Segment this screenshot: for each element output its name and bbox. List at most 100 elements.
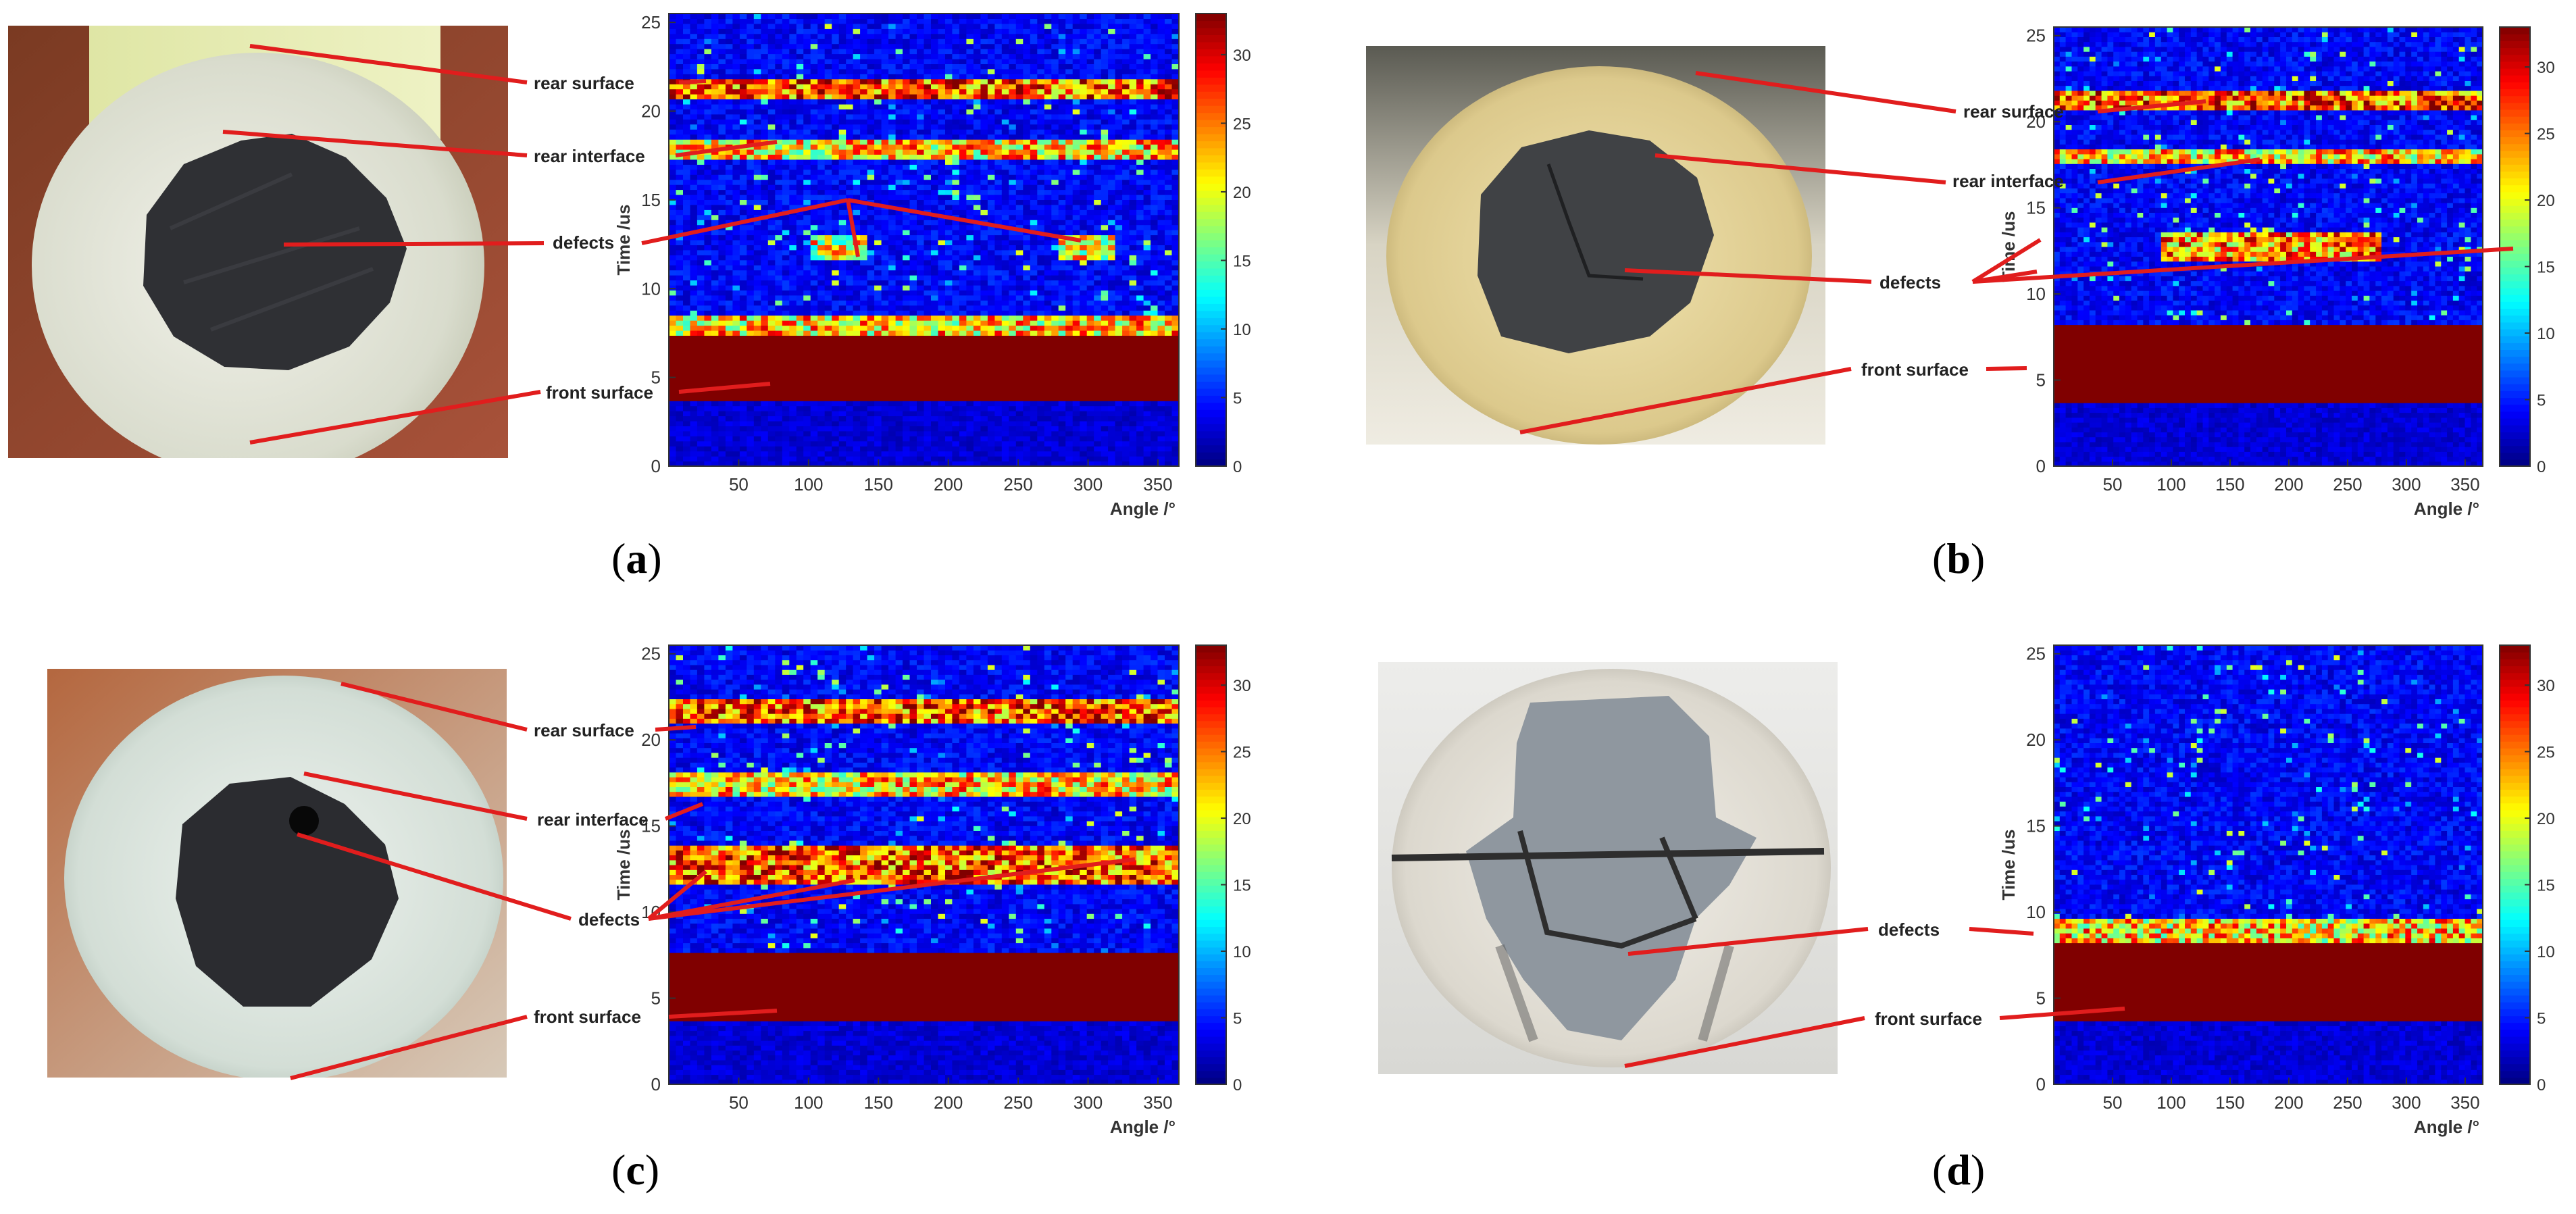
- x-tick-label: 200: [2274, 474, 2303, 495]
- x-tick-label: 250: [2333, 1092, 2362, 1113]
- x-tick-label: 50: [2103, 1092, 2123, 1113]
- label-front-surface-b: front surface: [1861, 359, 1969, 380]
- colorbar-tick-label: 10: [1233, 943, 1251, 961]
- x-tick-label: 50: [729, 474, 749, 495]
- colorbar-tick-label: 15: [1233, 252, 1251, 270]
- y-axis-label: Time /us: [1998, 211, 2019, 282]
- colorbar-tick-label: 5: [1233, 389, 1242, 407]
- panel-label-a: (a): [611, 534, 662, 584]
- x-tick-label: 350: [2450, 474, 2479, 495]
- label-rear-interface-b: rear interface: [1952, 171, 2064, 191]
- x-tick-label: 300: [2392, 474, 2421, 495]
- x-tick-label: 300: [2392, 1092, 2421, 1113]
- label-rear-surface-c: rear surface: [534, 720, 634, 740]
- y-tick-label: 10: [2026, 284, 2046, 304]
- y-tick-label: 15: [2026, 816, 2046, 836]
- heatmap-d: 50 100 150 200 250 300 350 0 5 10 15 20 25 Angle /° Ti…: [1979, 632, 2574, 1145]
- colorbar: [2500, 27, 2530, 467]
- y-tick-label: 0: [2036, 456, 2046, 476]
- label-front-surface-d: front surface: [1875, 1009, 1982, 1029]
- annotation-labels-b: rear surface rear interface defects fron…: [1861, 101, 2064, 380]
- colorbar-tick-label: 5: [2537, 1010, 2546, 1028]
- panel-label-d: (d): [1932, 1145, 1985, 1195]
- colorbar-frame: [1195, 13, 1227, 467]
- colorbar-tick-label: 20: [2537, 192, 2555, 210]
- x-tick-label: 100: [794, 474, 823, 495]
- y-tick-label: 10: [641, 278, 661, 299]
- x-axis-label: Angle /°: [2414, 499, 2479, 519]
- x-tick-label: 250: [2333, 474, 2362, 495]
- colorbar-tick-label: 20: [2537, 810, 2555, 828]
- y-tick-label: 0: [2036, 1074, 2046, 1094]
- label-front-surface-a: front surface: [546, 382, 653, 403]
- plot-frame: [668, 13, 1180, 467]
- heatmap-b: 50 100 150 200 250 300 350 0 5 10 15 20 25 Angle /° Ti…: [1979, 14, 2574, 527]
- heatmap-cells: [669, 645, 1180, 1085]
- x-tick-label: 350: [1143, 1092, 1172, 1113]
- photo-d: [1378, 662, 1838, 1074]
- y-tick-label: 25: [2026, 644, 2046, 664]
- colorbar-tick-label: 15: [2537, 259, 2555, 277]
- y-tick-label: 20: [641, 730, 661, 750]
- colorbar-tick-label: 10: [1233, 321, 1251, 339]
- y-tick-label: 15: [641, 816, 661, 836]
- x-tick-label: 150: [864, 474, 893, 495]
- y-tick-label: 0: [651, 456, 661, 476]
- label-defects-c: defects: [578, 909, 640, 930]
- x-tick-label: 200: [934, 474, 963, 495]
- x-tick-label: 200: [2274, 1092, 2303, 1113]
- x-tick-label: 50: [2103, 474, 2123, 495]
- annotations-b: [1519, 71, 2514, 434]
- x-tick-label: 350: [1143, 474, 1172, 495]
- heatmap-c: 50 100 150 200 250 300 350 0 5 10 15 20 25 Angle /° Ti…: [595, 632, 1270, 1145]
- y-tick-label: 20: [2026, 111, 2046, 132]
- colorbar: [1196, 14, 1226, 467]
- y-tick-label: 5: [651, 988, 661, 1009]
- panel-label-c: (c): [611, 1145, 659, 1195]
- colorbar-tick-label: 30: [1233, 677, 1251, 695]
- annotations-a: [222, 44, 1082, 445]
- x-tick-label: 50: [729, 1092, 749, 1113]
- y-tick-label: 25: [641, 12, 661, 32]
- y-axis-label: Time /us: [613, 829, 634, 900]
- colorbar-tick-label: 0: [2537, 458, 2546, 476]
- x-tick-label: 300: [1074, 474, 1103, 495]
- heatmap-cells: [2054, 27, 2483, 467]
- colorbar-tick-label: 0: [1233, 458, 1242, 476]
- y-axis-label: Time /us: [613, 204, 634, 275]
- colorbar-frame: [2499, 26, 2531, 467]
- colorbar-tick-label: 20: [1233, 184, 1251, 202]
- y-tick-label: 5: [2036, 988, 2046, 1009]
- y-tick-label: 20: [641, 101, 661, 122]
- label-defects-b: defects: [1879, 272, 1941, 293]
- y-tick-label: 5: [2036, 370, 2046, 390]
- y-tick-label: 15: [2026, 198, 2046, 218]
- label-rear-interface-a: rear interface: [534, 146, 645, 166]
- colorbar-tick-label: 30: [2537, 59, 2555, 77]
- y-tick-label: 25: [641, 644, 661, 664]
- panel-b: 50 100 150 200 250 300 350 0 5 10 15 20 25 Angle /° Ti…: [1284, 0, 2576, 601]
- colorbar-frame: [1195, 644, 1227, 1085]
- annotation-labels-a: rear surface rear interface defects fron…: [534, 73, 653, 403]
- annotation-labels-d: defects front surface: [1875, 919, 1982, 1029]
- y-tick-label: 0: [651, 1074, 661, 1094]
- colorbar-tick-label: 5: [2537, 392, 2546, 410]
- annotations-c: [290, 682, 1136, 1080]
- colorbar: [2500, 645, 2530, 1085]
- photo-c: [47, 669, 507, 1078]
- heatmap-cells: [2054, 645, 2483, 1085]
- label-rear-interface-c: rear interface: [537, 809, 649, 830]
- colorbar: [1196, 645, 1226, 1085]
- colorbar-tick-label: 15: [2537, 877, 2555, 895]
- panel-label-b: (b): [1932, 534, 1985, 584]
- panel-d: 50 100 150 200 250 300 350 0 5 10 15 20 25 Angle /° Ti…: [1284, 632, 2576, 1214]
- colorbar-tick-label: 25: [2537, 126, 2555, 144]
- heatmap-a: 50 100 150 200 250 300 350 0 5 10 15 20 25 Angle /° Ti…: [595, 0, 1270, 527]
- label-rear-surface-b: rear surface: [1963, 101, 2064, 122]
- x-tick-label: 150: [2215, 474, 2244, 495]
- x-tick-label: 150: [2215, 1092, 2244, 1113]
- x-tick-label: 350: [2450, 1092, 2479, 1113]
- y-tick-label: 25: [2026, 26, 2046, 46]
- x-axis-label: Angle /°: [1110, 1117, 1176, 1137]
